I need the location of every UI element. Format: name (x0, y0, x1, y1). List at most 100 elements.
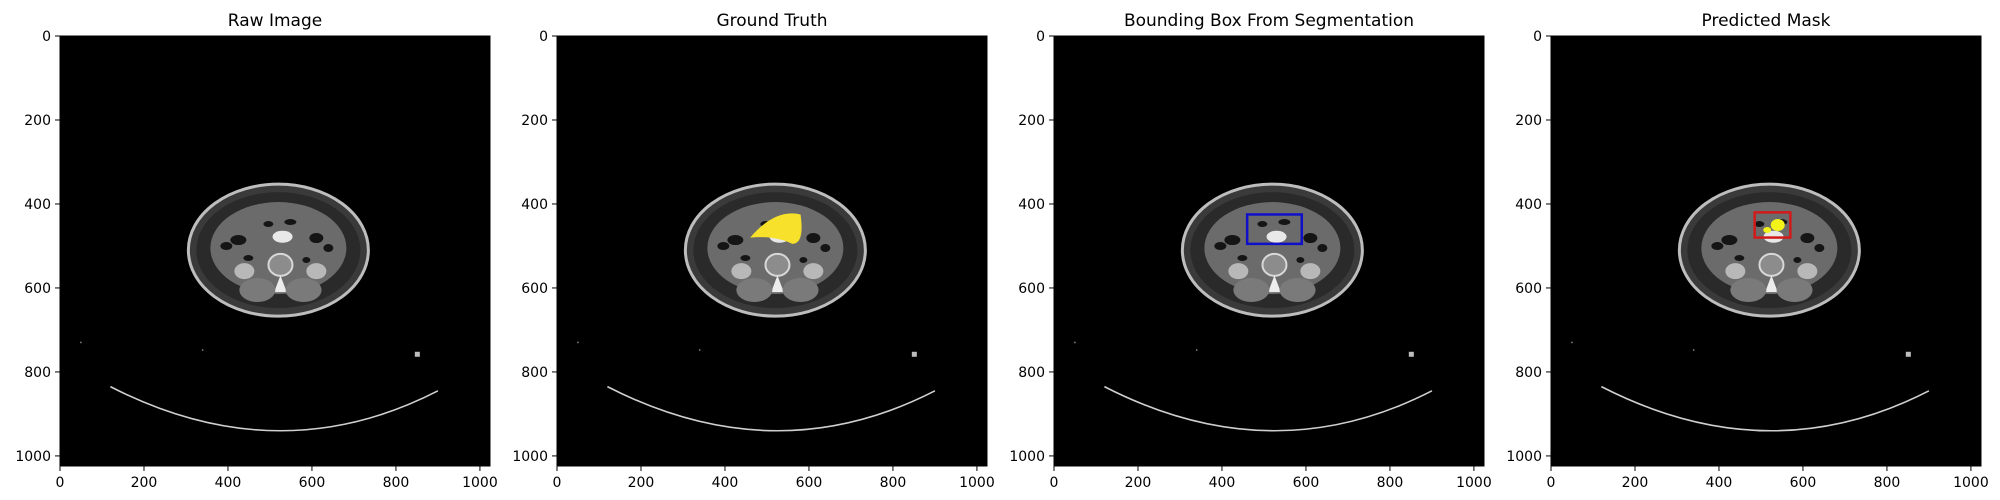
image-axes: 0 200 400 600 800 1000 0 200 400 600 800 1000 (1506, 29, 1989, 491)
bowel-gas (1296, 257, 1305, 264)
x-tick-label: 400 (215, 475, 242, 491)
bowel-gas (284, 219, 297, 226)
panel-2: Ground Truth 0 200 400 600 800 1000 0 200 400 600 8… (497, 0, 994, 500)
panel-1: Raw Image 0 200 400 600 800 1000 0 200 400 600 800 1… (0, 0, 497, 500)
axes-frame (1053, 35, 1485, 467)
segmentation-bounding-box (1245, 213, 1304, 246)
bowel-gas (1303, 233, 1318, 244)
y-tick-label: 1000 (1506, 449, 1542, 465)
marker-dot (80, 341, 82, 344)
scanner-table-arc (1601, 385, 1930, 432)
y-tick-label: 0 (539, 29, 548, 45)
x-tick-label: 800 (383, 475, 410, 491)
marker-dot (1571, 341, 1573, 344)
muscle-right (239, 278, 276, 303)
bowel-gas (263, 221, 274, 228)
bowel-gas (1317, 244, 1328, 253)
bowel-gas (1257, 221, 1268, 228)
x-tick-label: 200 (628, 475, 655, 491)
y-tick-label: 400 (521, 197, 548, 213)
marker-dot (201, 349, 204, 351)
scanner-table-arc (1104, 385, 1433, 432)
x-tick-label: 400 (1209, 475, 1236, 491)
muscle-right (736, 278, 773, 303)
bowel-gas (1734, 255, 1745, 262)
bowel-gas (323, 244, 334, 253)
vertebra (1758, 252, 1785, 277)
y-tick-label: 0 (1036, 29, 1045, 45)
vertebra (267, 252, 294, 277)
x-tick-label: 200 (131, 475, 158, 491)
panel-3: Bounding Box From Segmentation 0 200 400 600… (994, 0, 1492, 500)
marker-dot (1692, 349, 1695, 351)
bowel-gas (1721, 235, 1738, 246)
image-axes: 0 200 400 600 800 1000 0 200 400 600 800 1000 (1009, 29, 1492, 491)
axes-frame (1550, 35, 1982, 467)
spinous-process (1765, 275, 1778, 293)
ground-truth-mask (750, 213, 802, 244)
x-tick-label: 200 (1622, 475, 1649, 491)
y-tick-label: 1000 (512, 449, 548, 465)
kidney-left (803, 263, 824, 280)
x-tick-label: 0 (1547, 475, 1556, 491)
muscle-right (1233, 278, 1270, 303)
panel-title: Predicted Mask (1701, 11, 1831, 31)
axes-frame (59, 35, 491, 467)
scanner-table-arc (110, 385, 439, 432)
spinous-process (274, 275, 287, 293)
bowel-gas (1224, 235, 1241, 246)
ct-scan-body (1677, 182, 1861, 318)
panel-title: Bounding Box From Segmentation (1123, 11, 1415, 31)
bowel-gas (309, 233, 324, 244)
kidney-right (731, 263, 752, 280)
panel-4: Predicted Mask 0 200 400 600 800 1000 0 200 400 60… (1491, 0, 1989, 500)
x-tick-label: 1000 (1456, 475, 1492, 491)
bowel-gas (727, 235, 744, 246)
marker-square (1408, 351, 1414, 357)
panel-title: Raw Image (227, 11, 323, 31)
x-tick-label: 800 (1874, 475, 1901, 491)
y-tick-label: 200 (24, 113, 51, 129)
spinous-process (771, 275, 784, 293)
bowel-gas (1793, 257, 1802, 264)
x-tick-label: 800 (1377, 475, 1404, 491)
image-axes: 0 200 400 600 800 1000 0 200 400 600 800 1000 (15, 29, 497, 491)
marker-square (911, 351, 917, 357)
y-tick-label: 0 (1533, 29, 1542, 45)
bowel-gas (806, 233, 821, 244)
muscle-left (285, 278, 322, 303)
y-tick-label: 200 (1515, 113, 1542, 129)
x-tick-label: 1000 (1953, 475, 1989, 491)
ct-scan-body (186, 182, 370, 318)
muscle-right (1730, 278, 1767, 303)
scanner-table-arc (607, 385, 936, 432)
y-tick-label: 800 (1515, 365, 1542, 381)
x-tick-label: 600 (1293, 475, 1320, 491)
y-tick-label: 200 (521, 113, 548, 129)
y-tick-label: 800 (24, 365, 51, 381)
y-tick-label: 600 (1515, 281, 1542, 297)
y-tick-label: 0 (42, 29, 51, 45)
y-tick-label: 1000 (1009, 449, 1045, 465)
vertebra (764, 252, 791, 277)
kidney-left (1300, 263, 1321, 280)
x-tick-label: 400 (1706, 475, 1733, 491)
marker-square (414, 351, 420, 357)
bowel-gas (1278, 219, 1291, 226)
marker-dot (577, 341, 579, 344)
vertebra (1261, 252, 1288, 277)
x-tick-label: 0 (1050, 475, 1059, 491)
bowel-gas (220, 242, 233, 251)
y-tick-label: 600 (1018, 281, 1045, 297)
bowel-gas (243, 255, 254, 262)
kidney-left (306, 263, 327, 280)
y-tick-label: 400 (1515, 197, 1542, 213)
predicted-mask (1770, 218, 1785, 231)
kidney-right (1725, 263, 1746, 280)
y-tick-label: 1000 (15, 449, 51, 465)
ct-scan-body (683, 182, 867, 318)
y-tick-label: 400 (24, 197, 51, 213)
axes-frame (556, 35, 988, 467)
muscle-left (782, 278, 819, 303)
x-tick-label: 800 (880, 475, 907, 491)
